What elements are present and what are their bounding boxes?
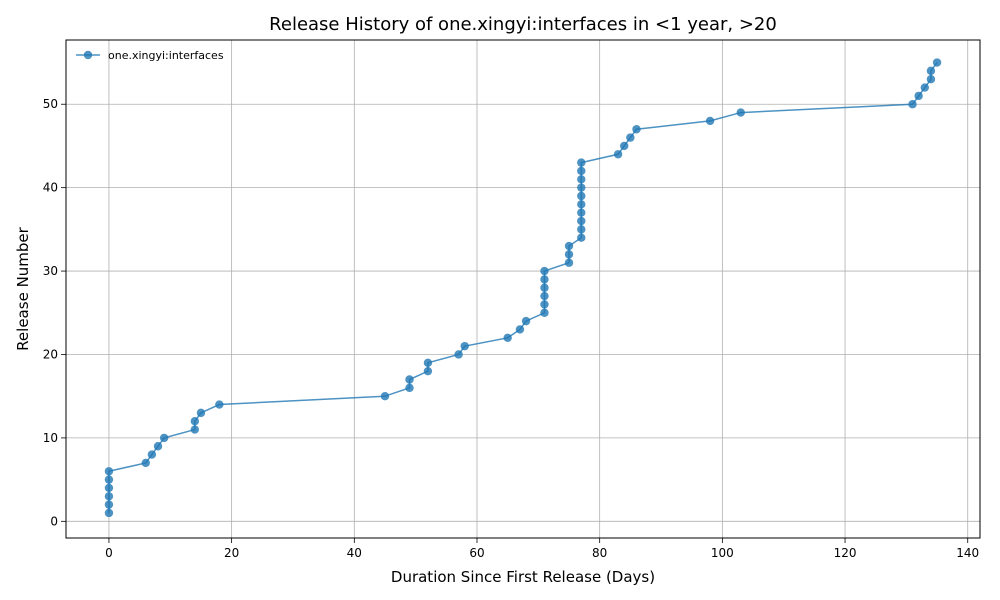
data-point <box>405 383 414 393</box>
data-point <box>215 400 224 409</box>
data-point <box>503 333 512 342</box>
data-point <box>104 483 114 493</box>
chart-title: Release History of one.xingyi:interfaces… <box>269 14 777 35</box>
data-point <box>577 216 586 226</box>
data-point <box>564 241 574 251</box>
data-point <box>626 133 635 142</box>
data-point <box>104 500 114 509</box>
x-tick-label: 40 <box>347 546 362 560</box>
data-point <box>577 166 586 176</box>
y-tick-label: 40 <box>43 181 58 195</box>
data-point <box>926 75 936 84</box>
data-point <box>423 358 433 368</box>
x-axis-label: Duration Since First Release (Days) <box>391 568 655 586</box>
data-point <box>104 475 114 484</box>
x-tick-label: 0 <box>105 546 113 560</box>
data-point <box>577 208 586 217</box>
data-point <box>104 492 114 501</box>
x-tick-label: 20 <box>224 546 239 560</box>
data-point <box>908 100 917 109</box>
data-point <box>460 341 469 351</box>
data-point <box>515 325 525 334</box>
x-tick-label: 120 <box>834 546 857 560</box>
data-point <box>736 108 745 117</box>
series-line <box>108 62 938 513</box>
y-tick-label: 20 <box>43 347 58 361</box>
data-point <box>104 467 114 476</box>
data-point <box>141 458 150 468</box>
y-tick-label: 10 <box>43 431 58 445</box>
data-point <box>196 408 206 418</box>
data-point <box>190 417 200 426</box>
data-point <box>620 141 629 151</box>
data-point <box>423 366 433 376</box>
y-axis: 0 10 20 30 40 50 <box>43 97 66 528</box>
legend: one.xingyi:interfaces <box>76 49 224 62</box>
data-point <box>577 175 586 184</box>
data-point <box>521 316 531 326</box>
data-point <box>577 191 586 201</box>
data-point <box>104 508 114 518</box>
data-point <box>632 125 641 134</box>
x-tick-label: 80 <box>592 546 607 560</box>
data-point <box>380 391 390 401</box>
data-point <box>540 266 549 276</box>
data-point <box>577 200 586 209</box>
data-point <box>540 275 549 284</box>
y-tick-label: 30 <box>43 264 58 278</box>
data-point <box>540 291 549 301</box>
y-tick-label: 50 <box>43 97 58 111</box>
legend-marker <box>83 50 93 60</box>
data-point <box>540 300 549 309</box>
x-tick-label: 100 <box>711 546 734 560</box>
plot-area <box>65 39 981 539</box>
data-point <box>540 308 549 317</box>
data-point <box>705 116 715 126</box>
data-point <box>153 442 163 451</box>
data-point <box>577 225 586 234</box>
x-axis: 0 20 40 60 80 100 120 140 <box>105 538 979 560</box>
data-point <box>159 433 169 443</box>
data-point <box>920 83 929 92</box>
data-point <box>147 450 157 459</box>
x-tick-label: 60 <box>469 546 484 560</box>
y-axis-label: Release Number <box>14 226 32 350</box>
data-point <box>577 158 586 167</box>
data-point <box>577 233 586 242</box>
grid <box>66 40 980 538</box>
data-point <box>613 150 623 159</box>
legend-label: one.xingyi:interfaces <box>108 49 224 62</box>
data-point <box>932 58 942 67</box>
data-point <box>454 350 463 359</box>
data-point <box>564 250 574 259</box>
data-point <box>190 425 200 434</box>
x-tick-label: 140 <box>956 546 979 560</box>
data-point <box>564 258 574 267</box>
data-point <box>540 283 549 292</box>
series-layer <box>104 58 942 518</box>
data-point <box>926 66 936 76</box>
data-point <box>914 91 923 101</box>
y-tick-label: 0 <box>50 514 58 528</box>
data-point <box>405 375 414 384</box>
data-point <box>577 183 586 192</box>
